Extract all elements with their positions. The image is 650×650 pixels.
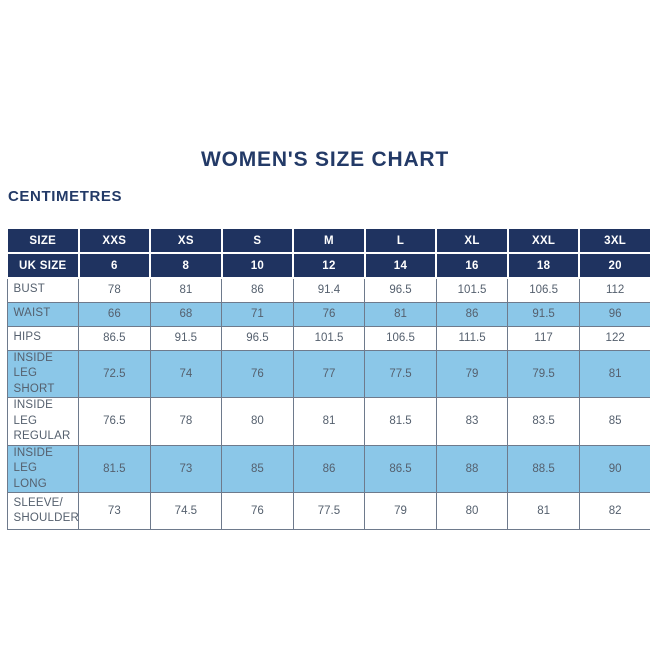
size-value-cell: 77.5 — [292, 492, 366, 531]
size-value-cell: 76 — [292, 301, 366, 327]
size-value-cell: 81.5 — [78, 444, 151, 494]
size-header-row: SIZE XXS XS S M L XL XXL 3XL — [6, 227, 650, 254]
size-value-cell: 101.5 — [435, 277, 509, 303]
size-column-header: S — [220, 227, 295, 254]
table-row: WAIST 66 68 71 76 81 86 91.5 96 — [6, 301, 650, 327]
unit-heading: CENTIMETRES — [8, 188, 123, 205]
table-body: BUST 78 81 86 91.4 96.5 101.5 106.5 112 WAIST 66 68… — [6, 277, 650, 531]
size-chart-table: SIZE XXS XS S M L XL XXL 3XL UK SIZE 6 8 10 12 14 16 18 2… — [6, 227, 650, 531]
size-value-cell: 81 — [578, 349, 650, 399]
uk-size-value: 6 — [77, 252, 152, 279]
size-value-cell: 91.5 — [507, 301, 580, 327]
size-column-header: M — [292, 227, 366, 254]
size-value-cell: 91.4 — [292, 277, 366, 303]
size-value-cell: 81 — [364, 301, 437, 327]
size-value-cell: 90 — [578, 444, 650, 494]
size-value-cell: 81.5 — [364, 397, 437, 446]
table-head: SIZE XXS XS S M L XL XXL 3XL UK SIZE 6 8 10 12 14 16 18 2… — [6, 227, 650, 279]
size-value-cell: 79.5 — [507, 349, 580, 399]
row-label: INSIDE LEG SHORT — [6, 349, 80, 399]
row-label: BUST — [6, 277, 80, 303]
size-value-cell: 86 — [435, 301, 509, 327]
size-value-cell: 71 — [221, 301, 294, 327]
size-value-cell: 88 — [435, 444, 509, 494]
table-row: INSIDE LEG SHORT 72.5 74 76 77 77.5 79 79.5 81 — [6, 349, 650, 399]
size-value-cell: 78 — [78, 277, 151, 303]
row-label: HIPS — [6, 325, 80, 351]
size-column-header: 3XL — [578, 227, 650, 254]
size-value-cell: 77 — [292, 349, 366, 399]
size-value-cell: 76 — [221, 492, 294, 531]
size-value-cell: 86.5 — [78, 325, 151, 351]
size-value-cell: 85 — [221, 444, 294, 494]
size-value-cell: 122 — [578, 325, 650, 351]
size-value-cell: 79 — [435, 349, 509, 399]
row-label: INSIDE LEG LONG — [6, 444, 80, 494]
size-column-header: XXS — [77, 227, 152, 254]
size-value-cell: 106.5 — [507, 277, 580, 303]
table-row: INSIDE LEG LONG 81.5 73 85 86 86.5 88 88.5 90 — [6, 444, 650, 494]
size-column-header: XS — [149, 227, 223, 254]
size-value-cell: 91.5 — [149, 325, 223, 351]
size-value-cell: 85 — [578, 397, 650, 446]
uk-size-value: 18 — [506, 252, 581, 279]
row-label: INSIDE LEG REGULAR — [6, 397, 80, 446]
table-row: INSIDE LEG REGULAR 76.5 78 80 81 81.5 83 83.5 85 — [6, 397, 650, 446]
size-value-cell: 81 — [292, 397, 366, 446]
size-value-cell: 72.5 — [78, 349, 151, 399]
size-value-cell: 80 — [435, 492, 509, 531]
size-value-cell: 77.5 — [364, 349, 437, 399]
size-value-cell: 101.5 — [292, 325, 366, 351]
size-value-cell: 76.5 — [78, 397, 151, 446]
size-value-cell: 86.5 — [364, 444, 437, 494]
size-value-cell: 81 — [507, 492, 580, 531]
uk-size-value: 16 — [435, 252, 509, 279]
uk-size-value: 14 — [363, 252, 438, 279]
row-label: WAIST — [6, 301, 80, 327]
size-value-cell: 76 — [221, 349, 294, 399]
size-column-header: L — [363, 227, 438, 254]
uk-size-label: UK SIZE — [6, 252, 80, 279]
size-value-cell: 74.5 — [149, 492, 223, 531]
uk-size-value: 12 — [292, 252, 366, 279]
size-value-cell: 86 — [221, 277, 294, 303]
table-row: HIPS 86.5 91.5 96.5 101.5 106.5 111.5 117 122 — [6, 325, 650, 351]
uk-size-row: UK SIZE 6 8 10 12 14 16 18 20 — [6, 252, 650, 279]
size-value-cell: 96.5 — [221, 325, 294, 351]
size-column-header: XXL — [506, 227, 581, 254]
size-value-cell: 66 — [78, 301, 151, 327]
size-value-cell: 83.5 — [507, 397, 580, 446]
size-value-cell: 81 — [149, 277, 223, 303]
table-row: BUST 78 81 86 91.4 96.5 101.5 106.5 112 — [6, 277, 650, 303]
size-value-cell: 68 — [149, 301, 223, 327]
size-value-cell: 80 — [221, 397, 294, 446]
size-header-label: SIZE — [6, 227, 80, 254]
size-value-cell: 96.5 — [364, 277, 437, 303]
size-value-cell: 112 — [578, 277, 650, 303]
size-value-cell: 88.5 — [507, 444, 580, 494]
size-value-cell: 111.5 — [435, 325, 509, 351]
size-value-cell: 83 — [435, 397, 509, 446]
size-value-cell: 106.5 — [364, 325, 437, 351]
size-value-cell: 73 — [149, 444, 223, 494]
size-value-cell: 82 — [578, 492, 650, 531]
row-label: SLEEVE/SHOULDER — [6, 492, 80, 531]
size-value-cell: 74 — [149, 349, 223, 399]
uk-size-value: 20 — [578, 252, 650, 279]
uk-size-value: 10 — [220, 252, 295, 279]
size-value-cell: 73 — [78, 492, 151, 531]
size-value-cell: 96 — [578, 301, 650, 327]
size-value-cell: 79 — [364, 492, 437, 531]
table-row: SLEEVE/SHOULDER 73 74.5 76 77.5 79 80 81 82 — [6, 492, 650, 531]
size-value-cell: 86 — [292, 444, 366, 494]
size-column-header: XL — [435, 227, 509, 254]
size-value-cell: 117 — [507, 325, 580, 351]
page-title: WOMEN'S SIZE CHART — [200, 148, 450, 171]
uk-size-value: 8 — [149, 252, 223, 279]
size-value-cell: 78 — [149, 397, 223, 446]
